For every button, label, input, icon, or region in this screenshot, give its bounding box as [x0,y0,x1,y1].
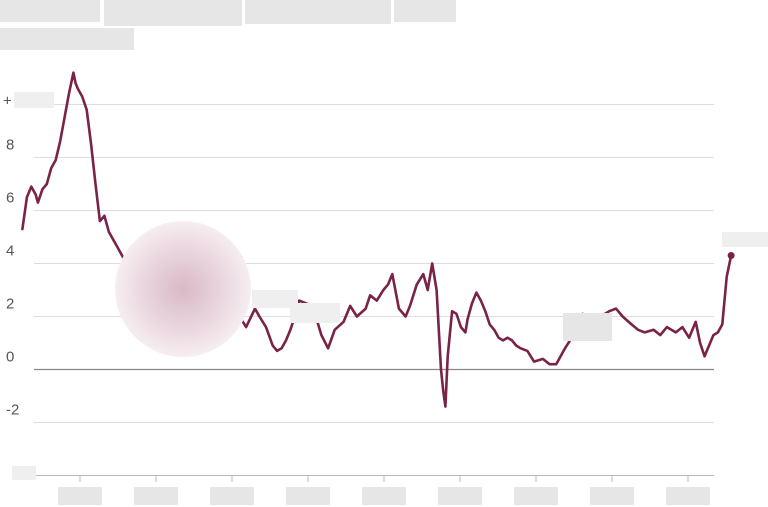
x-axis [58,476,710,505]
y-axis-ticks: 8 6 4 2 0 -2 + [3,93,19,419]
redacted-subtitle-block [0,28,134,50]
blurred-overlay [115,221,251,357]
redacted-x-tick-label [58,487,102,505]
redacted-x-tick-label [438,487,482,505]
y-tick-label: -2 [6,402,19,419]
y-tick-label: 4 [6,243,14,260]
redacted-x-tick-label [134,487,178,505]
redacted-title-block [104,0,242,26]
end-point-marker [727,252,735,260]
redacted-x-tick-label [666,487,710,505]
redacted-x-tick-label [362,487,406,505]
redacted-end-label [722,232,768,247]
redacted-axis-block [12,466,36,480]
y-tick-label: 8 [6,137,14,154]
series-line [21,71,733,408]
y-tick-label: 6 [6,190,14,207]
y-tick-label: 0 [6,349,14,366]
redacted-x-tick-label [514,487,558,505]
redacted-top-tick-label [14,92,54,108]
redacted-title-block [0,0,100,22]
redacted-annotation-block [252,290,298,308]
redacted-x-tick-label [210,487,254,505]
redacted-title-block [394,0,456,22]
redacted-title-block [245,0,391,24]
redacted-annotation-block [290,303,340,323]
top-tick-prefix: + [3,93,12,110]
y-tick-label: 2 [6,296,14,313]
redacted-x-tick-label [590,487,634,505]
redacted-annotation-block [563,313,612,341]
redacted-x-tick-label [286,487,330,505]
